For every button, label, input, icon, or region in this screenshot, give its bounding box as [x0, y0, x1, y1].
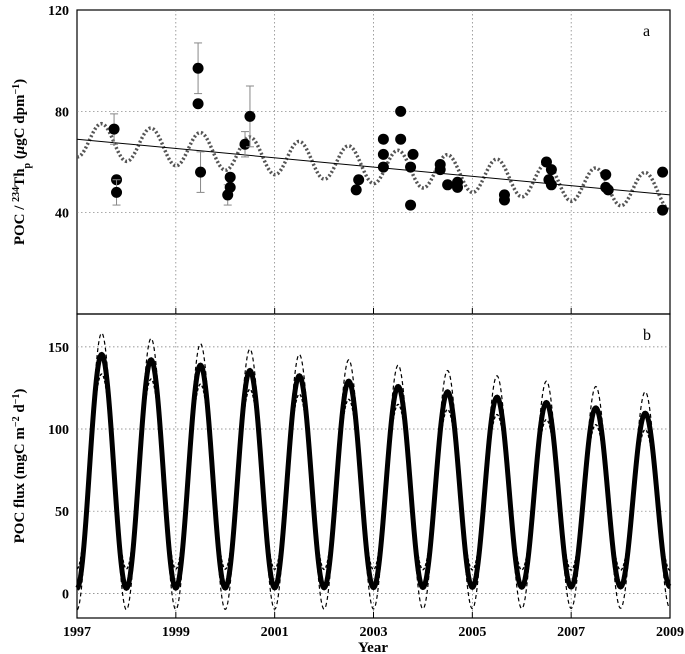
data-point	[224, 181, 236, 193]
data-point	[195, 166, 207, 178]
panel-a-seasonal-curve	[76, 121, 671, 212]
panel-a-letter: a	[643, 23, 650, 40]
data-point	[350, 184, 362, 196]
x-tick-label: 2001	[261, 625, 289, 640]
data-point	[192, 62, 204, 74]
y-tick-label: 0	[62, 587, 69, 602]
data-point	[602, 184, 614, 196]
x-tick-label: 2003	[360, 625, 388, 640]
series-line-dashed-upper	[76, 332, 671, 611]
data-point	[239, 138, 251, 150]
data-point	[407, 148, 419, 160]
data-point	[353, 174, 365, 186]
x-tick-label: 1999	[162, 625, 190, 640]
panel-a-y-ticks: 40 80 120	[48, 4, 671, 314]
trend-line	[76, 138, 671, 196]
panel-b-letter: b	[643, 327, 651, 344]
data-point	[377, 148, 389, 160]
data-point	[395, 105, 407, 117]
y-tick-label: 80	[55, 105, 69, 120]
data-point	[545, 179, 557, 191]
panel-b-grid	[77, 314, 670, 618]
data-point	[377, 133, 389, 145]
panel-a-y-axis-label: POC / 234Thp (μgC dpm−1)	[11, 79, 33, 245]
series-line-dashed-lower	[76, 373, 671, 572]
panel-b-y-axis-label: POC flux (mgC m−2 d−1)	[11, 389, 29, 544]
data-point	[111, 186, 123, 198]
y-tick-label: 120	[48, 4, 69, 19]
panel-b-x-ticks: 1997 1999 2001 2003 2005 2007 2009	[63, 612, 684, 640]
data-point	[434, 164, 446, 176]
seasonal-curve	[76, 121, 671, 212]
panel-b-series	[75, 332, 672, 611]
data-point	[657, 204, 669, 216]
panel-b: 0 50 100 150 1997 1999 2001 2003 2005 2007 2009 b…	[11, 313, 684, 654]
x-axis-label: Year	[358, 640, 388, 654]
panel-a-trend-line	[76, 138, 671, 196]
x-tick-label: 2009	[656, 625, 684, 640]
x-tick-label: 2007	[557, 625, 585, 640]
data-point	[405, 199, 417, 211]
x-tick-label: 2005	[458, 625, 486, 640]
data-point	[377, 161, 389, 173]
series-line-solid-thick	[75, 351, 672, 592]
x-tick-label: 1997	[63, 625, 91, 640]
data-point	[452, 181, 464, 193]
data-point	[442, 179, 454, 191]
data-point	[405, 161, 417, 173]
y-tick-label: 50	[55, 505, 69, 520]
panel-b-y-ticks: 0 50 100 150	[48, 341, 69, 602]
y-tick-label: 150	[48, 341, 69, 356]
data-point	[498, 194, 510, 206]
data-point	[600, 169, 612, 181]
data-point	[108, 123, 120, 135]
data-point	[224, 171, 236, 183]
y-tick-label: 100	[48, 423, 69, 438]
data-point	[395, 133, 407, 145]
panel-a: 40 80 120 a POC / 234Thp (μgC dpm−1)	[11, 4, 671, 315]
data-point	[545, 164, 557, 176]
y-tick-label: 40	[55, 207, 69, 222]
panel-a-points	[108, 42, 669, 216]
panel-a-grid	[77, 10, 670, 314]
data-point	[244, 110, 256, 122]
data-point	[657, 166, 669, 178]
data-point	[192, 98, 204, 110]
